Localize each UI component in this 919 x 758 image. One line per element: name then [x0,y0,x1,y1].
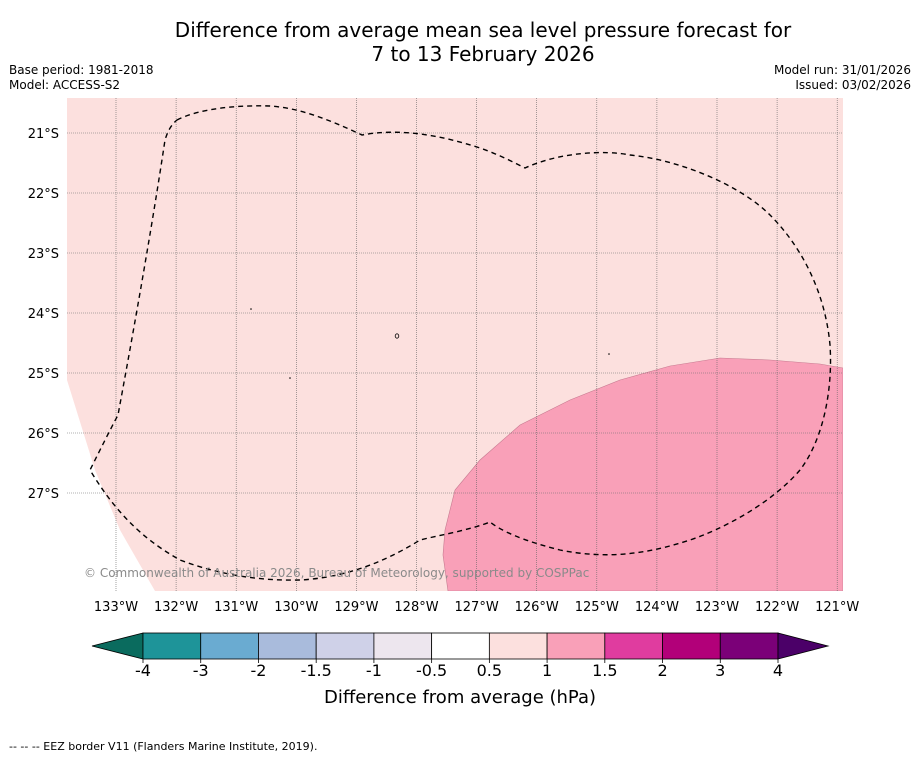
colorbar-tick-label: 4 [773,661,783,680]
metadata-left: Base period: 1981-2018 Model: ACCESS-S2 [9,63,154,93]
colorbar-swatches [91,632,830,660]
island-speck [608,353,610,355]
lon-label: 125°W [575,600,619,615]
colorbar-swatch [258,632,317,660]
no-data-region [67,380,155,591]
colorbar-swatch [719,632,779,660]
copyright-notice: © Commonwealth of Australia 2026, Bureau… [84,566,589,580]
colorbar-tick-label: 3 [715,661,725,680]
island-speck [250,308,252,310]
title-line-2: 7 to 13 February 2026 [371,42,595,66]
lat-label: 27°S [28,487,59,502]
colorbar-extend-high [777,632,830,660]
lon-label: 121°W [815,600,859,615]
lat-label: 25°S [28,367,59,382]
lon-label: 129°W [334,600,378,615]
colorbar-swatch [604,632,663,660]
colorbar-tick-label: 2 [657,661,667,680]
colorbar-label: Difference from average (hPa) [324,687,596,708]
colorbar-ticks: -4 -3 -2 -1.5 -1 -0.5 0.5 1 1.5 2 3 4 [135,659,783,680]
colorbar-tick-label: 0.5 [477,661,502,680]
lat-label: 26°S [28,427,59,442]
lat-label: 22°S [28,187,59,202]
colorbar-tick-label: -1.5 [301,661,332,680]
latitude-labels: 21°S 22°S 23°S 24°S 25°S 26°S 27°S [28,127,59,502]
gridlines [67,98,843,591]
colorbar-swatch [200,632,259,660]
lon-label: 130°W [274,600,318,615]
lat-label: 23°S [28,247,59,262]
island-speck [394,333,400,339]
metadata-right: Model run: 31/01/2026 Issued: 03/02/2026 [774,63,911,93]
colorbar-extend-low [91,632,144,660]
colorbar-tick-label: -3 [193,661,209,680]
colorbar-swatch [662,632,721,660]
colorbar-swatch [373,632,433,660]
lon-label: 133°W [94,600,138,615]
model-name: Model: ACCESS-S2 [9,78,121,92]
lon-label: 124°W [635,600,679,615]
pressure-anomaly-map[interactable]: © Commonwealth of Australia 2026, Bureau… [0,0,919,620]
map-title: Difference from average mean sea level p… [0,18,919,66]
longitude-labels: 133°W 132°W 131°W 130°W 129°W 128°W 127°W 126°W… [94,600,860,615]
model-run: Model run: 31/01/2026 [773,63,911,77]
colorbar-tick-label: -1 [366,661,382,680]
lon-label: 128°W [394,600,438,615]
colorbar-swatch [431,632,490,660]
anomaly-region-1-to-1-5 [442,357,843,591]
lon-label: 126°W [515,600,559,615]
colorbar-tick-label: 1.5 [592,661,617,680]
title-line-1: Difference from average mean sea level p… [174,18,792,42]
colorbar-swatch [546,632,606,660]
colorbar-swatch [142,632,202,660]
colorbar-swatch [488,632,548,660]
lon-label: 127°W [455,600,499,615]
colorbar-tick-label: -4 [135,661,151,680]
colorbar-tick-label: 1 [542,661,552,680]
colorbar-tick-label: -2 [250,661,266,680]
eez-footnote: -- -- -- EEZ border V11 (Flanders Marine… [9,740,318,753]
colorbar: -4 -3 -2 -1.5 -1 -0.5 0.5 1 1.5 2 3 4 Difference fr… [91,632,830,708]
colorbar-swatch [315,632,375,660]
base-period: Base period: 1981-2018 [9,63,154,77]
lon-label: 122°W [755,600,799,615]
colorbar-tick-label: -0.5 [416,661,447,680]
lon-label: 123°W [695,600,739,615]
issued-date: Issued: 03/02/2026 [795,78,911,92]
lat-label: 24°S [28,307,59,322]
lon-label: 131°W [214,600,258,615]
lat-label: 21°S [28,127,59,142]
lon-label: 132°W [154,600,198,615]
island-speck [289,377,291,379]
